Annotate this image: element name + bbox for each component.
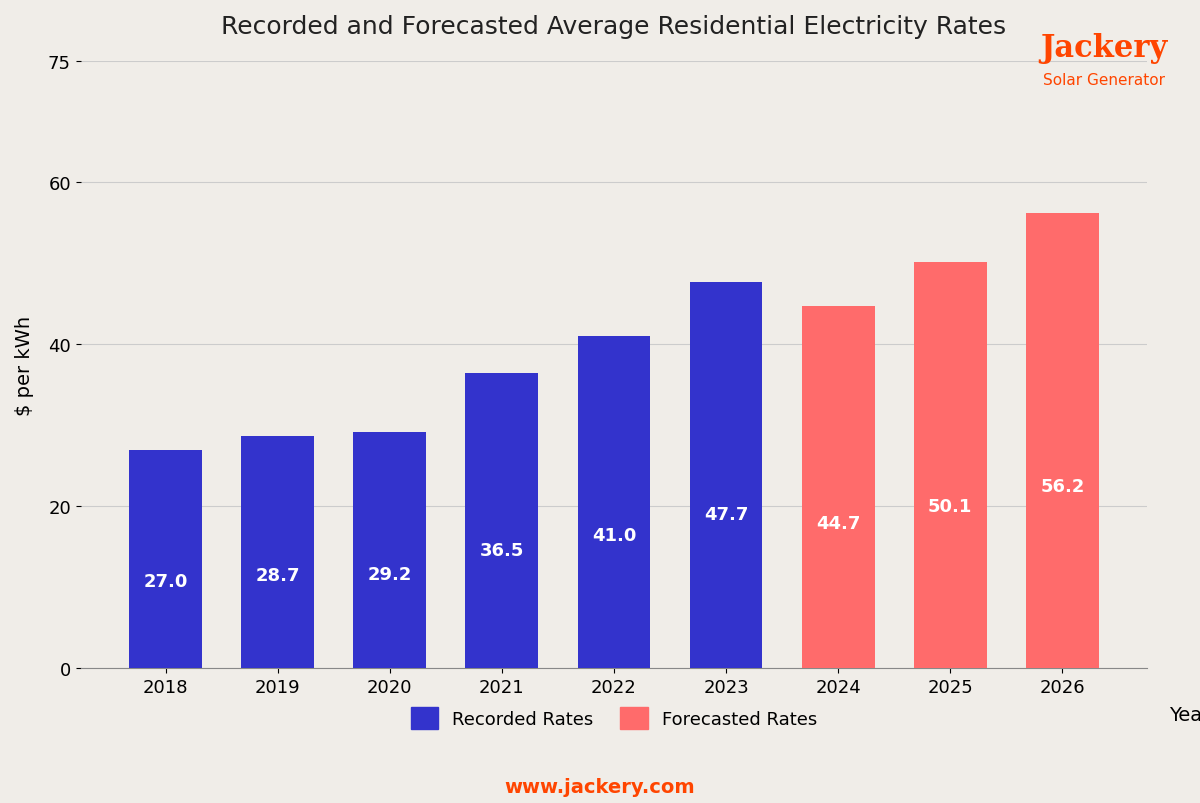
Y-axis label: $ per kWh: $ per kWh: [14, 315, 34, 415]
Text: 44.7: 44.7: [816, 515, 860, 533]
Text: 29.2: 29.2: [367, 565, 412, 583]
Text: 56.2: 56.2: [1040, 478, 1085, 495]
Text: Jackery: Jackery: [1040, 33, 1168, 63]
Legend: Recorded Rates, Forecasted Rates: Recorded Rates, Forecasted Rates: [402, 699, 827, 738]
Text: Solar Generator: Solar Generator: [1043, 73, 1165, 88]
X-axis label: Year: Year: [1169, 705, 1200, 724]
Bar: [577, 336, 650, 668]
Text: 27.0: 27.0: [143, 572, 187, 590]
Bar: [466, 373, 539, 668]
Text: 28.7: 28.7: [256, 567, 300, 585]
Bar: [130, 450, 202, 668]
Bar: [914, 263, 986, 668]
Text: www.jackery.com: www.jackery.com: [505, 777, 695, 797]
Text: 36.5: 36.5: [480, 541, 524, 560]
Text: 50.1: 50.1: [928, 497, 972, 516]
Bar: [241, 436, 314, 668]
Title: Recorded and Forecasted Average Residential Electricity Rates: Recorded and Forecasted Average Resident…: [221, 15, 1007, 39]
Bar: [802, 307, 875, 668]
Bar: [353, 432, 426, 668]
Bar: [690, 283, 762, 668]
Text: 41.0: 41.0: [592, 527, 636, 544]
Bar: [1026, 214, 1099, 668]
Text: 47.7: 47.7: [704, 505, 749, 523]
